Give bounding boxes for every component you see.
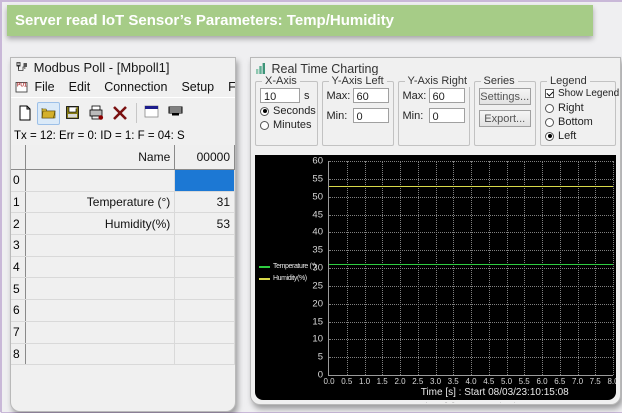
svg-text:PU1: PU1 — [17, 82, 27, 88]
